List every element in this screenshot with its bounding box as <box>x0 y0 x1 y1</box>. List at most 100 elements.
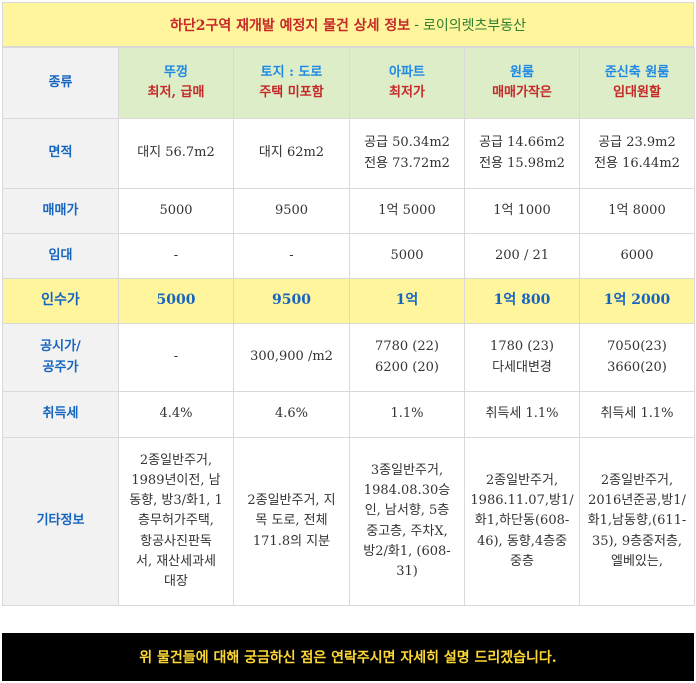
cell-text: 2종일반주거, <box>485 473 559 489</box>
column-header: 토지 : 도로 주택 미포함 <box>233 47 350 119</box>
brand-name: 로이의렛츠부동산 <box>422 17 526 34</box>
row-label-text: 공시가/ <box>40 339 81 355</box>
table-cell: 5000 <box>118 188 234 234</box>
column-header: 준신축 원룸 임대원할 <box>579 47 695 119</box>
cell-text: 2종일반주거, <box>600 473 674 489</box>
column-header-subtitle: 최저, 급매 <box>147 85 205 100</box>
table-cell: 1억 2000 <box>579 278 695 324</box>
header-row: 종류 뚜껑 최저, 급매 토지 : 도로 주택 미포함 아파트 최저가 원룸 매… <box>2 47 695 119</box>
table-cell: - <box>233 233 350 279</box>
row-label-lease: 임대 <box>2 233 119 279</box>
cell-text: 인, 남서향, 5층 <box>364 503 450 519</box>
row-label-type: 종류 <box>2 47 119 119</box>
table-cell: 3종일반주거, 1984.08.30승 인, 남서향, 5층 중고층, 주차X,… <box>349 437 465 606</box>
column-header-title: 뚜껑 <box>164 64 188 80</box>
cell-text: 화1,하단동(608- <box>474 513 570 529</box>
cell-text: 공급 23.9m2 <box>598 135 676 151</box>
cell-text: 3660(20) <box>607 359 667 375</box>
column-header-subtitle: 매매가작은 <box>492 85 552 100</box>
title-bar: 하단2구역 재개발 예정지 물건 상세 정보 - 로이의렛츠부동산 <box>2 2 694 47</box>
cell-text: 2종일반주거, 지 <box>247 493 336 509</box>
cell-text: 동향, 방3/화1, 1 <box>129 493 223 509</box>
column-header-title: 원룸 <box>510 64 534 80</box>
cell-text: 1986.11.07,방1/ <box>470 493 574 509</box>
footer-text: 위 물건들에 대해 궁금하신 점은 연락주시면 자세히 설명 드리겠습니다. <box>139 650 557 666</box>
column-header-subtitle: 최저가 <box>389 85 425 100</box>
cell-text: 3종일반주거, <box>370 463 444 479</box>
table-cell: - <box>118 233 234 279</box>
cell-text: 공급 50.34m2 <box>364 135 450 151</box>
cell-text: 전용 16.44m2 <box>594 155 680 171</box>
cell-text: 대지 62m2 <box>258 145 325 161</box>
cell-text: 2종일반주거, <box>139 453 213 468</box>
cell-text: 6200 (20) <box>375 359 439 375</box>
table-cell: 5000 <box>118 278 234 324</box>
table-cell: 2종일반주거, 2016년준공,방1/ 화1,남동향,(611- 35), 9층… <box>579 437 695 606</box>
cell-text: 46), 동향,4층중 <box>476 533 568 549</box>
row-label-text: 공주가 <box>42 359 79 375</box>
table-cell: 300,900 /m2 <box>233 323 350 392</box>
cell-text: 항공사진판독 <box>140 533 212 549</box>
column-header-title: 아파트 <box>389 64 425 80</box>
area-row: 면적 대지 56.7m2 대지 62m2 공급 50.34m2 전용 73.72… <box>2 118 695 189</box>
cell-text: 엘베있는, <box>611 553 663 569</box>
cell-text: 전용 73.72m2 <box>364 155 450 171</box>
table-cell: - <box>118 323 234 392</box>
row-label-area: 면적 <box>2 118 119 189</box>
cell-text: 다세대변경 <box>492 359 552 375</box>
cell-text: 중고층, 주차X, <box>366 523 448 539</box>
table-cell: 2종일반주거, 지 목 도로, 전체 171.8의 지분 <box>233 437 350 606</box>
cell-text: 171.8의 지분 <box>252 533 331 549</box>
cell-text: 1989년이전, 남 <box>131 473 221 489</box>
cell-text: 1780 (23) <box>490 339 554 355</box>
table-cell: 1780 (23) 다세대변경 <box>464 323 580 392</box>
cell-text: 31) <box>396 563 418 579</box>
table-cell: 1억 <box>349 278 465 324</box>
table-cell: 대지 56.7m2 <box>118 118 234 189</box>
cell-text: 공급 14.66m2 <box>479 135 565 151</box>
takeover-price-row: 인수가 5000 9500 1억 1억 800 1억 2000 <box>2 278 695 324</box>
cell-text: 7050(23) <box>607 339 667 355</box>
cell-text: 7780 (22) <box>375 339 439 355</box>
table-cell: 공급 50.34m2 전용 73.72m2 <box>349 118 465 189</box>
table-cell: 2종일반주거, 1989년이전, 남 동향, 방3/화1, 1 층무허가주택, … <box>118 437 234 606</box>
cell-text: 목 도로, 전체 <box>255 513 328 529</box>
column-header-subtitle: 임대원할 <box>613 85 661 100</box>
cell-text: 화1,남동향,(611- <box>587 513 687 529</box>
table-cell: 1억 8000 <box>579 188 695 234</box>
table-cell: 취득세 1.1% <box>579 391 695 438</box>
table-cell: 7050(23) 3660(20) <box>579 323 695 392</box>
table-cell: 4.6% <box>233 391 350 438</box>
cell-text: 300,900 /m2 <box>250 349 333 365</box>
column-header: 원룸 매매가작은 <box>464 47 580 119</box>
cell-text: 방2/화1, (608- <box>363 543 451 559</box>
cell-text: 전용 15.98m2 <box>479 155 565 171</box>
column-header: 아파트 최저가 <box>349 47 465 119</box>
cell-text: 1984.08.30승 <box>363 483 451 499</box>
column-header-title: 토지 : 도로 <box>260 64 323 80</box>
footer-banner: 위 물건들에 대해 궁금하신 점은 연락주시면 자세히 설명 드리겠습니다. <box>2 633 694 681</box>
row-label-tax: 취득세 <box>2 391 119 438</box>
cell-text: 2016년준공,방1/ <box>588 493 686 509</box>
table-cell: 9500 <box>233 278 350 324</box>
table-cell: 공급 23.9m2 전용 16.44m2 <box>579 118 695 189</box>
table-cell: 1억 1000 <box>464 188 580 234</box>
table-cell: 200 / 21 <box>464 233 580 279</box>
table-cell: 1.1% <box>349 391 465 438</box>
row-label-official: 공시가/ 공주가 <box>2 323 119 392</box>
cell-text: 서, 재산세과세 <box>135 553 217 569</box>
table-cell: 4.4% <box>118 391 234 438</box>
table-cell: 1억 800 <box>464 278 580 324</box>
acquisition-tax-row: 취득세 4.4% 4.6% 1.1% 취득세 1.1% 취득세 1.1% <box>2 391 695 438</box>
cell-text: - <box>173 349 179 365</box>
table-cell: 공급 14.66m2 전용 15.98m2 <box>464 118 580 189</box>
sale-price-row: 매매가 5000 9500 1억 5000 1억 1000 1억 8000 <box>2 188 695 234</box>
cell-text: 35), 9층중저층, <box>591 533 683 549</box>
etc-info-row: 기타정보 2종일반주거, 1989년이전, 남 동향, 방3/화1, 1 층무허… <box>2 437 695 606</box>
official-price-row: 공시가/ 공주가 - 300,900 /m2 7780 (22) 6200 (2… <box>2 323 695 392</box>
cell-text: 층무허가주택, <box>138 513 214 529</box>
column-header-subtitle: 주택 미포함 <box>259 85 324 100</box>
table-cell: 5000 <box>349 233 465 279</box>
cell-text: 대장 <box>164 573 188 589</box>
row-label-takeover: 인수가 <box>2 278 119 324</box>
